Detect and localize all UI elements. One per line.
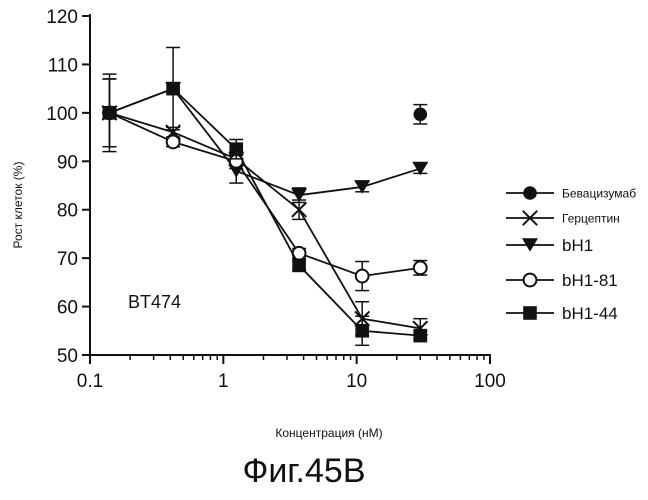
legend-marker	[523, 306, 537, 320]
legend-label: bH1-44	[562, 304, 618, 323]
data-point	[413, 107, 428, 122]
legend-label: Герцептин	[562, 211, 620, 225]
legend-marker	[522, 210, 538, 226]
data-point	[355, 323, 369, 338]
data-point	[412, 161, 429, 176]
y-tick-label: 100	[46, 104, 78, 125]
x-tick-label: 100	[474, 371, 506, 392]
x-tick-label: 10	[346, 371, 367, 392]
legend-item: bH1-44	[506, 304, 618, 323]
legend-label: bH1	[562, 236, 593, 255]
data-point	[413, 328, 428, 343]
legend-marker	[522, 238, 538, 252]
data-point	[354, 268, 370, 284]
legend-item: bH1	[506, 236, 593, 255]
legend-item: Бевацизумаб	[506, 186, 636, 200]
data-point	[412, 260, 428, 276]
legend-item: Герцептин	[506, 210, 620, 226]
series-line	[109, 87, 421, 337]
y-tick-label: 110	[48, 55, 78, 76]
x-axis-label: Концентрация (нМ)	[275, 426, 382, 440]
series-line	[109, 87, 421, 197]
data-point	[291, 188, 308, 202]
x-tick-label: 1	[218, 371, 229, 392]
series-layer	[101, 46, 429, 347]
figure-caption: Фиг.45B	[242, 452, 365, 490]
marker-stroke	[291, 201, 308, 218]
data-point	[354, 180, 371, 194]
data-point	[229, 142, 244, 156]
y-tick-label: 70	[57, 249, 78, 270]
y-tick-label: 60	[57, 298, 78, 319]
legend-marker	[522, 272, 538, 288]
legend: Бевацизумаб Герцептин bH1 bH1-81 bH1-44	[506, 186, 636, 323]
legend-label: Бевацизумаб	[562, 186, 636, 200]
y-tick-label: 90	[57, 152, 78, 173]
data-point	[292, 258, 306, 273]
series-line	[109, 112, 421, 277]
data-point	[291, 201, 308, 218]
y-tick-label: 50	[57, 346, 78, 367]
marker-stroke	[522, 210, 538, 226]
series-бевацизумаб	[413, 103, 428, 125]
data-point	[102, 106, 117, 120]
legend-item: bH1-81	[506, 271, 618, 290]
legend-marker	[523, 186, 537, 200]
y-tick-label: 80	[57, 201, 78, 222]
series-line	[109, 111, 421, 330]
series-bh1-81	[102, 105, 428, 292]
legend-label: bH1-81	[562, 271, 618, 290]
x-tick-label: 0.1	[77, 371, 103, 392]
data-point	[165, 134, 181, 150]
y-tick-label: 120	[46, 7, 78, 28]
chart-annotation: BT474	[128, 292, 181, 312]
y-axis-label: Рост клеток (%)	[11, 162, 25, 249]
data-point	[166, 81, 180, 96]
series-bh1-44	[102, 78, 428, 347]
